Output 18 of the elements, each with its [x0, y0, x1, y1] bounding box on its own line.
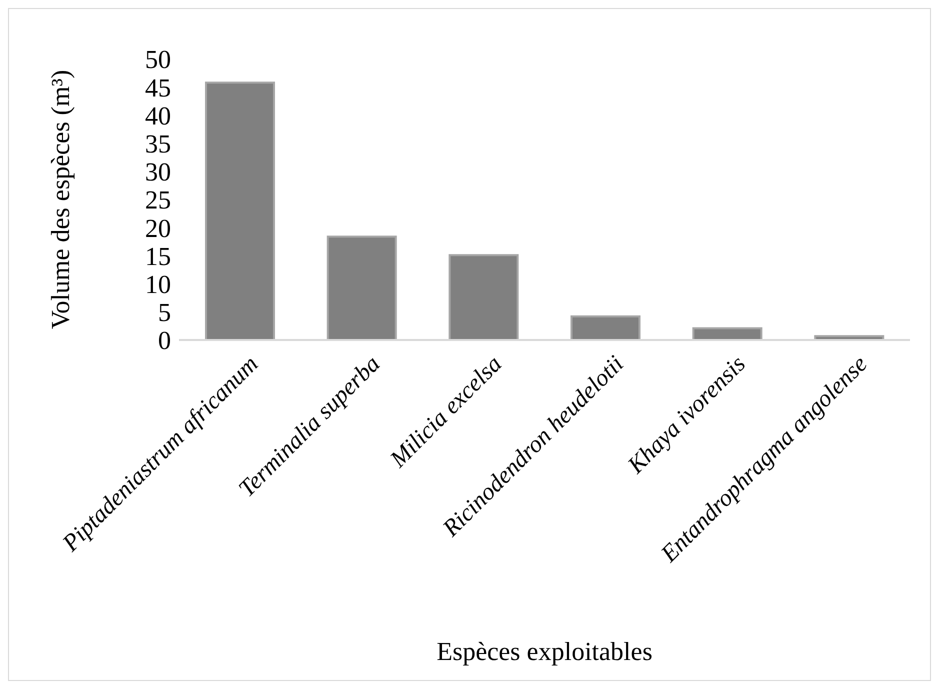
bar	[448, 254, 519, 340]
y-tick-label: 50	[145, 45, 171, 74]
y-tick-label: 30	[145, 158, 171, 187]
bar	[205, 82, 275, 340]
y-tick-label: 25	[145, 186, 171, 215]
bar	[692, 327, 762, 340]
y-tick-label: 45	[145, 73, 171, 102]
y-tick-label: 5	[158, 298, 171, 328]
y-tick-label: 15	[145, 242, 171, 271]
bar	[570, 315, 640, 340]
y-tick-label: 40	[145, 101, 171, 130]
bar	[326, 236, 397, 340]
y-tick-label: 20	[145, 214, 171, 243]
y-tick-label: 35	[145, 130, 171, 159]
y-tick-label: 10	[145, 270, 171, 300]
y-tick-label: 0	[158, 326, 171, 356]
x-axis-title: Espèces exploitables	[436, 637, 652, 666]
y-axis-title: Volume des espèces (m³)	[46, 70, 75, 330]
